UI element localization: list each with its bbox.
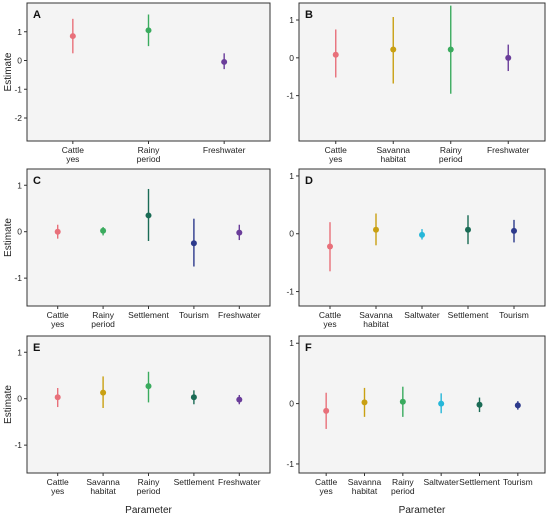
estimate-point bbox=[327, 243, 333, 250]
estimate-point bbox=[361, 399, 368, 406]
estimate-point bbox=[145, 27, 152, 34]
estimate-point bbox=[399, 398, 406, 405]
estimate-point bbox=[511, 227, 517, 234]
y-tick-label: -1 bbox=[14, 440, 22, 450]
estimate-point bbox=[190, 240, 197, 247]
x-tick-label: Rainy period bbox=[137, 145, 161, 164]
x-tick-label: Tourism bbox=[503, 477, 533, 487]
panel-label: B bbox=[305, 9, 313, 21]
estimate-point bbox=[476, 401, 483, 408]
y-tick-label: -2 bbox=[14, 113, 22, 123]
panel-frame-f bbox=[298, 335, 546, 474]
y-tick-label: -1 bbox=[286, 459, 294, 469]
estimate-point bbox=[323, 407, 330, 414]
estimate-point bbox=[236, 396, 243, 403]
y-tick-label: 0 bbox=[17, 227, 22, 237]
panel-frame-b bbox=[298, 2, 546, 142]
panel-label: D bbox=[305, 175, 313, 187]
x-tick-label: Savanna habitat bbox=[348, 477, 382, 496]
estimate-point bbox=[54, 394, 61, 401]
estimate-point bbox=[100, 227, 107, 234]
x-tick-label: Savanna habitat bbox=[86, 477, 120, 496]
panel-label: C bbox=[33, 175, 41, 187]
estimate-point bbox=[447, 46, 454, 53]
x-tick-label: Freshwater bbox=[203, 145, 246, 155]
x-tick-label: Cattle yes bbox=[47, 477, 69, 496]
estimate-point bbox=[514, 402, 521, 409]
x-tick-label: Cattle yes bbox=[315, 477, 337, 496]
y-axis-title: Estimate bbox=[3, 52, 14, 91]
x-tick-label: Settlement bbox=[128, 310, 169, 320]
estimate-point bbox=[419, 231, 425, 238]
y-tick-label: 0 bbox=[289, 399, 294, 409]
x-tick-label: Cattle yes bbox=[47, 310, 69, 329]
x-tick-label: Cattle yes bbox=[62, 145, 84, 164]
x-tick-label: Saltwater bbox=[404, 310, 440, 320]
y-tick-label: 0 bbox=[17, 56, 22, 66]
estimate-point bbox=[505, 54, 512, 61]
x-tick-label: Saltwater bbox=[423, 477, 459, 487]
x-tick-label: Rainy period bbox=[391, 477, 415, 496]
x-tick-label: Cattle yes bbox=[325, 145, 347, 164]
estimate-point bbox=[373, 226, 379, 233]
estimate-point bbox=[221, 58, 228, 65]
x-tick-label: Rainy period bbox=[137, 477, 161, 496]
x-tick-label: Freshwater bbox=[218, 310, 261, 320]
panel-label: F bbox=[305, 342, 312, 354]
y-tick-label: 0 bbox=[17, 394, 22, 404]
estimate-point bbox=[69, 33, 76, 40]
estimate-point bbox=[465, 226, 471, 233]
estimate-point bbox=[438, 400, 445, 407]
y-tick-label: 0 bbox=[289, 53, 294, 63]
estimate-point bbox=[145, 212, 152, 219]
x-axis-title: Parameter bbox=[399, 505, 446, 516]
panel-label: E bbox=[33, 342, 40, 354]
estimate-point bbox=[54, 228, 61, 235]
panel-frame-e bbox=[26, 335, 271, 474]
x-tick-label: Tourism bbox=[179, 310, 209, 320]
y-tick-label: 0 bbox=[289, 229, 294, 239]
x-tick-label: Settlement bbox=[448, 310, 489, 320]
x-tick-label: Cattle yes bbox=[319, 310, 341, 329]
estimate-point bbox=[145, 383, 152, 390]
estimate-point bbox=[100, 389, 107, 396]
estimate-point bbox=[390, 46, 397, 53]
estimate-point bbox=[332, 51, 339, 58]
panel-label: A bbox=[33, 9, 41, 21]
estimate-point bbox=[236, 229, 243, 236]
y-tick-label: -1 bbox=[286, 287, 294, 297]
estimate-point bbox=[190, 394, 197, 401]
x-tick-label: Rainy period bbox=[91, 310, 115, 329]
x-tick-label: Tourism bbox=[499, 310, 529, 320]
y-tick-label: 1 bbox=[289, 338, 294, 348]
y-tick-label: 1 bbox=[17, 347, 22, 357]
y-axis-title: Estimate bbox=[3, 385, 14, 424]
x-tick-label: Freshwater bbox=[218, 477, 261, 487]
y-tick-label: -1 bbox=[14, 273, 22, 283]
y-tick-label: 1 bbox=[289, 171, 294, 181]
y-axis-title: Estimate bbox=[3, 218, 14, 257]
y-tick-label: -1 bbox=[14, 84, 22, 94]
x-tick-label: Savanna habitat bbox=[376, 145, 410, 164]
x-tick-label: Settlement bbox=[459, 477, 500, 487]
y-tick-label: 1 bbox=[17, 27, 22, 37]
x-axis-title: Parameter bbox=[125, 505, 172, 516]
y-tick-label: -1 bbox=[286, 91, 294, 101]
x-tick-label: Savanna habitat bbox=[359, 310, 393, 329]
x-tick-label: Settlement bbox=[174, 477, 215, 487]
x-tick-label: Rainy period bbox=[439, 145, 463, 164]
x-tick-label: Freshwater bbox=[487, 145, 530, 155]
y-tick-label: 1 bbox=[17, 180, 22, 190]
y-tick-label: 1 bbox=[289, 15, 294, 25]
